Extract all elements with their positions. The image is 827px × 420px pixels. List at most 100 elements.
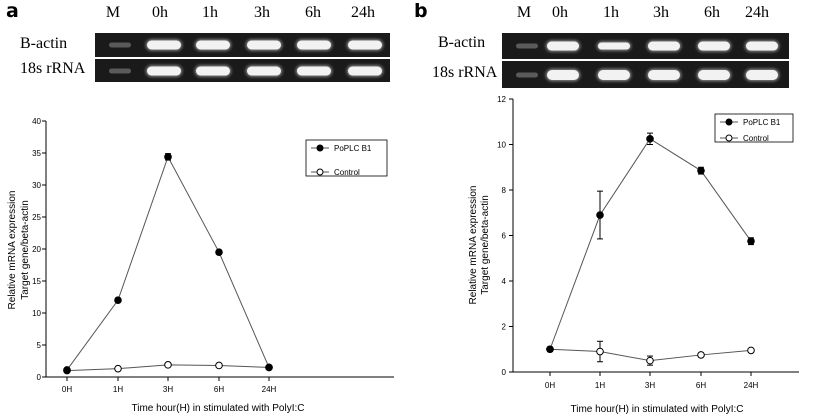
gel-band — [109, 68, 131, 73]
y-axis-title: Relative mRNA expression — [468, 186, 479, 305]
y-tick-label: 2 — [502, 323, 507, 332]
y-tick-label: 10 — [32, 309, 41, 318]
y-tick-label: 35 — [32, 149, 41, 158]
legend-label: PoPLC B1 — [743, 118, 781, 127]
gel-band — [547, 41, 579, 51]
y-tick-label: 40 — [32, 117, 41, 126]
gel-row-label: 18s rRNA — [20, 60, 86, 77]
x-tick-label: 0H — [545, 381, 555, 390]
data-point — [114, 296, 122, 305]
x-tick-label: 3H — [645, 381, 655, 390]
lane-label: 0h — [152, 4, 168, 21]
gel-band — [109, 42, 131, 48]
y-tick-label: 30 — [32, 181, 41, 190]
gel-band — [648, 41, 680, 51]
data-point — [546, 345, 554, 354]
gel-row-label: B-actin — [438, 34, 486, 51]
data-point — [265, 363, 273, 372]
gel-band — [698, 41, 730, 51]
data-point — [747, 346, 755, 355]
x-tick-label: 24H — [744, 381, 759, 390]
gel-strip — [502, 33, 789, 59]
gel-strip — [95, 33, 390, 57]
y-axis-title: Target gene/beta-actin — [480, 195, 491, 295]
gel-band — [516, 43, 538, 49]
x-tick-label: 1H — [113, 385, 123, 394]
series-line — [549, 138, 752, 350]
data-point — [596, 211, 604, 219]
y-tick-label: 0 — [37, 373, 42, 382]
gel-band — [547, 69, 579, 80]
y-tick-label: 20 — [32, 245, 41, 254]
lane-label: 24h — [745, 4, 769, 21]
x-axis-title: Time hour(H) in stimulated with PolyI:C — [131, 403, 304, 414]
lane-label: 3h — [254, 4, 270, 21]
gel-band — [348, 40, 382, 50]
data-point — [646, 356, 654, 365]
lane-label: 1h — [603, 4, 619, 21]
y-tick-label: 10 — [497, 141, 506, 150]
gel-band — [247, 66, 281, 75]
y-axis-title: Relative mRNA expression — [7, 191, 18, 310]
legend-marker — [725, 118, 733, 126]
y-tick-label: 12 — [497, 95, 506, 104]
legend-label: Control — [334, 168, 360, 177]
legend-marker — [725, 134, 733, 142]
line-chart: 0 2 4 6 8 10 12 0H 1H 3H 6H 24H Time hour(H) in stim… — [468, 95, 799, 415]
x-axis-title: Time hour(H) in stimulated with PolyI:C — [570, 404, 743, 415]
series-line — [66, 155, 270, 371]
lane-label: 0h — [552, 4, 568, 21]
data-point — [697, 166, 705, 175]
gel-band — [598, 69, 630, 80]
x-tick-label: 3H — [163, 385, 173, 394]
legend-label: PoPLC B1 — [334, 144, 372, 153]
lane-label: 6h — [704, 4, 720, 21]
gel-band — [297, 40, 331, 50]
x-tick-label: 24H — [262, 385, 277, 394]
data-point — [164, 153, 172, 161]
data-point — [596, 347, 604, 356]
gel-strip — [95, 59, 390, 82]
data-point — [215, 361, 223, 370]
data-point — [114, 364, 122, 373]
panel-letter: a — [6, 0, 19, 22]
x-tick-label: 6H — [214, 385, 224, 394]
lane-label: M — [105, 4, 121, 21]
gel-band — [348, 66, 382, 75]
legend-marker — [316, 144, 324, 152]
data-point — [164, 361, 172, 369]
gel-band — [648, 69, 680, 80]
x-tick-label: 0H — [62, 385, 72, 394]
data-point — [646, 135, 654, 143]
lane-label: 1h — [202, 4, 218, 21]
y-tick-label: 5 — [37, 341, 42, 350]
gel-band — [196, 40, 230, 50]
x-tick-label: 1H — [595, 381, 605, 390]
gel-strip — [502, 61, 789, 88]
x-tick-label: 6H — [696, 381, 706, 390]
panel-letter: b — [414, 0, 428, 22]
y-tick-label: 0 — [502, 368, 507, 377]
gel-band — [196, 66, 230, 75]
legend: PoPLC B1 Control — [714, 113, 794, 143]
y-tick-label: 6 — [502, 232, 507, 241]
gel-row-label: 18s rRNA — [432, 64, 498, 81]
gel-band — [746, 41, 778, 51]
lane-label: M — [516, 4, 532, 21]
y-axis-title: Target gene/beta-actin — [20, 200, 31, 300]
y-tick-label: 25 — [32, 213, 41, 222]
lane-label: 6h — [305, 4, 321, 21]
y-tick-label: 4 — [502, 277, 507, 286]
gel-band — [746, 69, 778, 80]
gel-band — [247, 40, 281, 50]
gel-band — [147, 66, 181, 75]
gel-band — [698, 69, 730, 80]
y-tick-label: 8 — [502, 186, 507, 195]
panel-a: a M 0h 1h 3h 6h 24h B-actin 18s rRNA 0 5 1… — [0, 0, 413, 420]
gel-band — [516, 72, 538, 77]
lane-label: 24h — [351, 4, 375, 21]
legend-label: Control — [743, 134, 769, 143]
data-point — [63, 366, 71, 374]
line-chart: 0 5 10 15 20 25 30 35 40 0H 1H 3H 6H 24H Time hour(H) … — [7, 117, 394, 414]
